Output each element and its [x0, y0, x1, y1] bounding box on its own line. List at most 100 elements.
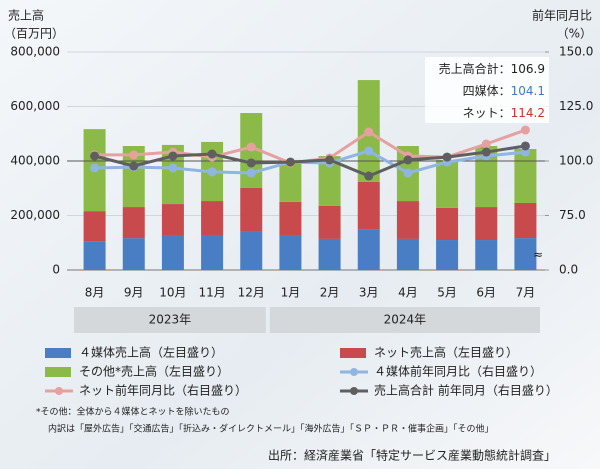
- x-tick-label: 6月: [476, 286, 496, 300]
- line-point: [168, 163, 178, 173]
- bar-segment: [436, 240, 459, 270]
- bar-segment: [240, 187, 263, 232]
- annotation: ネット：114.2: [463, 106, 545, 120]
- y2-tick-label: 75.0: [559, 208, 586, 222]
- year-label: 2024年: [384, 313, 427, 327]
- year-label: 2023年: [149, 313, 192, 327]
- legend-swatch: [350, 387, 358, 395]
- line-series: [94, 144, 526, 178]
- y-tick-label: 600,000: [10, 99, 60, 113]
- bar-segment: [514, 149, 537, 203]
- line-point: [246, 142, 256, 152]
- bar-segment: [83, 211, 106, 242]
- line-series: [94, 149, 526, 175]
- line-point: [442, 152, 452, 162]
- year-box: [74, 307, 266, 333]
- y2-label: 前年同月比: [532, 8, 592, 23]
- bar-segment: [279, 159, 302, 202]
- bar-segment: [357, 229, 380, 270]
- line-point: [325, 155, 335, 165]
- x-tick-label: 8月: [85, 286, 105, 300]
- legend: ４媒体売上高（左目盛り） ネット売上高（左目盛り） その他*売上高（左目盛り） ４媒体…: [45, 345, 558, 398]
- bar-segment: [122, 238, 145, 270]
- y-label: （百万円）: [4, 27, 64, 41]
- line-point: [207, 167, 217, 177]
- line-point: [246, 158, 256, 168]
- line-point: [129, 150, 139, 160]
- y-tick-label: 0: [52, 263, 60, 277]
- line-point: [90, 151, 100, 161]
- legend-label: ４媒体売上高（左目盛り）: [79, 345, 223, 360]
- x-tick-label: 3月: [359, 286, 379, 300]
- bar-segment: [318, 156, 341, 206]
- bar-segment: [201, 201, 224, 236]
- annotation: 売上高合計：106.9: [439, 61, 545, 76]
- x-tick-label: 11月: [198, 286, 225, 300]
- legend-label: ネット売上高（左目盛り）: [374, 345, 518, 360]
- y-label: 売上高: [8, 8, 44, 23]
- plot: 0 200,000 400,000 600,000 800,000 0.0 75.0 100.…: [10, 45, 593, 333]
- legend-swatch: [350, 368, 358, 376]
- line-point: [403, 155, 413, 165]
- y2-tick-label: 100.0: [559, 154, 593, 168]
- y-tick-label: 800,000: [10, 45, 60, 59]
- line-point: [481, 139, 491, 149]
- legend-label: ４媒体前年同月比（右目盛り）: [374, 364, 542, 379]
- x-tick-label: 5月: [437, 286, 457, 300]
- line-point: [403, 168, 413, 178]
- y2-label: （%）: [557, 27, 592, 41]
- x-tick-label: 2月: [320, 286, 340, 300]
- line-point: [90, 163, 100, 173]
- bar-segment: [436, 207, 459, 241]
- bar-segment: [357, 181, 380, 230]
- bar-segment: [514, 202, 537, 239]
- line-point: [364, 171, 374, 181]
- bar-segment: [161, 144, 184, 205]
- bar-segment: [279, 201, 302, 236]
- line-point: [481, 147, 491, 157]
- x-tick-label: 4月: [398, 286, 418, 300]
- legend-swatch: [340, 348, 366, 358]
- bar-segment: [240, 231, 263, 270]
- legend-label: ネット前年同月比（右目盛り）: [79, 383, 247, 398]
- bar-segment: [201, 235, 224, 270]
- legend-swatch: [55, 387, 63, 395]
- y2-tick-label: 150.0: [559, 45, 593, 59]
- year-box: [269, 307, 540, 333]
- line-point: [520, 125, 530, 135]
- bar-segment: [279, 235, 302, 270]
- x-tick-label: 10月: [159, 286, 186, 300]
- annotation-value: 114.2: [511, 106, 545, 120]
- bar-segment: [83, 241, 106, 270]
- bar-segment: [396, 201, 419, 239]
- bar-segment: [475, 207, 498, 241]
- bar-segment: [514, 238, 537, 270]
- note: *その他：全体から４媒体とネットを除いたもの: [36, 406, 230, 418]
- x-tick-label: 9月: [124, 286, 144, 300]
- bar-segment: [161, 204, 184, 236]
- annotation-label: 売上高合計：: [439, 61, 511, 76]
- bar-segment: [161, 235, 184, 270]
- y-tick-label: 400,000: [10, 154, 60, 168]
- x-tick-label: 1月: [281, 286, 301, 300]
- x-tick-label: 12月: [238, 286, 265, 300]
- y-tick-label: 200,000: [10, 208, 60, 222]
- source: 出所：経済産業省「特定サービス産業動態統計調査」: [268, 448, 556, 463]
- annotation-box: [425, 57, 549, 123]
- y2-tick-label: 0.0: [559, 263, 578, 277]
- legend-swatch: [45, 367, 71, 377]
- note: 内訳は「屋外広告」「交通広告」「折込み・ダイレクトメール」「海外広告」「ＳＰ・Ｐ…: [48, 423, 494, 435]
- line-point: [285, 157, 295, 167]
- bar-segment: [475, 240, 498, 270]
- x-tick-label: 7月: [516, 286, 536, 300]
- axis-break: ≈: [533, 248, 543, 262]
- line-point: [168, 151, 178, 161]
- bar-segment: [436, 159, 459, 208]
- annotation: 四媒体：104.1: [463, 84, 545, 98]
- legend-label: その他*売上高（左目盛り）: [79, 364, 229, 379]
- bar-segment: [122, 207, 145, 239]
- annotation-label: 四媒体：: [463, 84, 511, 98]
- y2-tick-label: 125.0: [559, 99, 593, 113]
- line-point: [364, 146, 374, 156]
